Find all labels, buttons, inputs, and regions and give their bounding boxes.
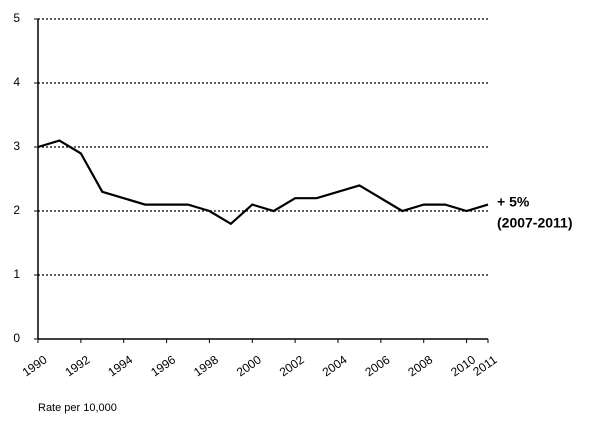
x-tick-label: 2006 xyxy=(362,352,392,379)
x-tick-label: 2008 xyxy=(405,352,435,379)
x-tick-label: 1992 xyxy=(62,352,92,379)
x-tick-label: 1996 xyxy=(148,352,178,379)
annotation: (2007-2011) xyxy=(497,215,573,231)
x-tick-label: 1994 xyxy=(105,352,135,379)
x-tick-label: 2004 xyxy=(320,352,350,379)
y-tick-label: 4 xyxy=(13,75,20,89)
data-line xyxy=(37,139,489,226)
y-tick-label: 0 xyxy=(13,331,20,345)
x-tick-label: 1998 xyxy=(191,352,221,379)
y-tick-label: 2 xyxy=(13,203,20,217)
x-tick-label: 2011 xyxy=(470,352,499,378)
y-tick-label: 5 xyxy=(13,11,20,25)
x-tick-label: 1990 xyxy=(20,352,50,379)
annotation: + 5% xyxy=(497,194,530,210)
x-tick-label: 2002 xyxy=(277,352,307,379)
y-tick-label: 3 xyxy=(13,139,20,153)
footnote: Rate per 10,000 xyxy=(38,402,117,414)
y-tick-label: 1 xyxy=(13,267,20,281)
x-tick-label: 2000 xyxy=(234,352,264,379)
